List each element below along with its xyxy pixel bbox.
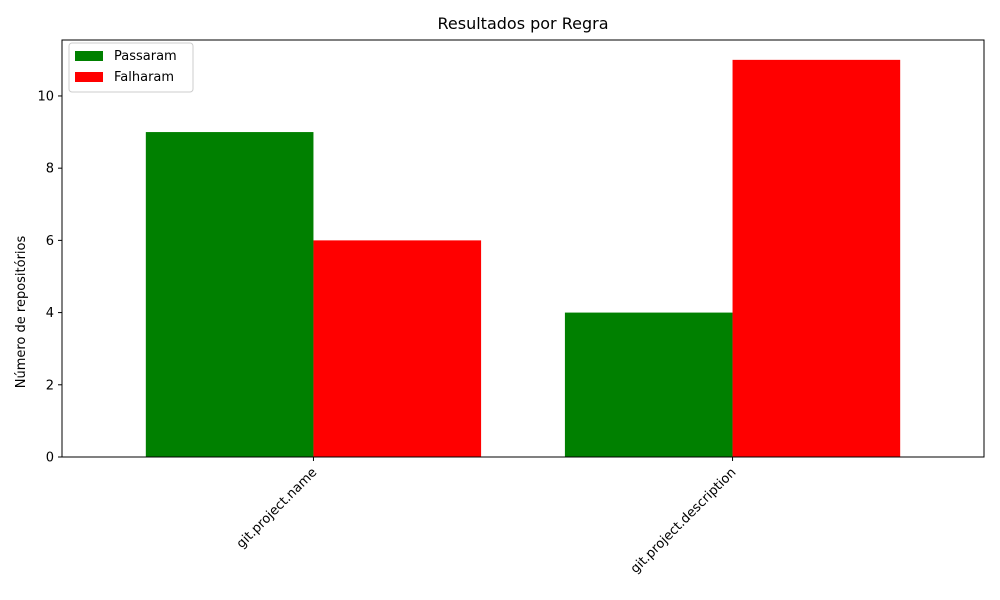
y-tick-label: 8 [46, 162, 54, 177]
plot-frame [61, 39, 985, 458]
y-axis-label: Número de repositórios [14, 236, 29, 389]
bar-falharam-1 [732, 59, 901, 457]
y-tick-label: 10 [37, 89, 54, 104]
x-tick-label: git.project.name [234, 465, 320, 551]
bar-falharam-0 [313, 240, 482, 457]
legend: Passaram Falharam [68, 42, 194, 93]
x-tick-label: git.project.description [628, 465, 739, 576]
chart-title: Resultados por Regra [438, 14, 609, 33]
y-axis-ticks: 0 2 4 6 8 10 [37, 89, 62, 466]
x-axis-ticks: git.project.name git.project.description [234, 457, 739, 577]
bars-group [145, 59, 901, 457]
legend-swatch-passaram [75, 51, 103, 61]
legend-label-falharam: Falharam [114, 70, 174, 85]
y-tick-label: 0 [46, 451, 54, 466]
y-tick-label: 2 [46, 378, 54, 393]
legend-label-passaram: Passaram [114, 49, 177, 64]
legend-swatch-falharam [75, 72, 103, 82]
bar-passaram-1 [564, 312, 733, 457]
y-tick-label: 4 [46, 306, 54, 321]
y-tick-label: 6 [46, 234, 54, 249]
bar-passaram-0 [145, 132, 314, 457]
